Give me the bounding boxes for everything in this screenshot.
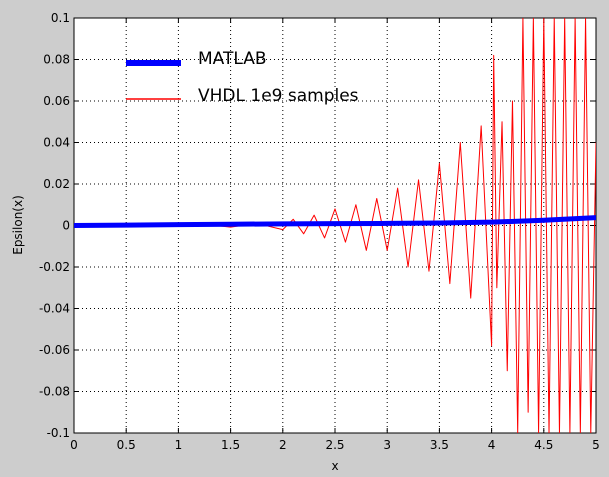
y-tick-label: 0.1 [51, 11, 70, 25]
x-tick-label: 1 [175, 438, 183, 452]
y-axis-label: Epsilon(x) [11, 195, 25, 255]
y-tick-label: -0.02 [39, 260, 70, 274]
x-tick-label: 4 [488, 438, 496, 452]
series-line-matlab [74, 215, 596, 228]
series-line-vhdl [74, 18, 596, 433]
x-tick-label: 4.5 [534, 438, 553, 452]
x-tick-label: 1.5 [221, 438, 240, 452]
y-tick-label: 0.02 [43, 177, 70, 191]
x-tick-label: 3 [383, 438, 391, 452]
x-tick-label: 2.5 [325, 438, 344, 452]
y-tick-label: -0.1 [47, 426, 70, 440]
x-tick-label: 0 [70, 438, 78, 452]
y-tick-label: -0.08 [39, 385, 70, 399]
y-tick-label: 0.08 [43, 53, 70, 67]
legend-label-vhdl: VHDL 1e9 samples [198, 86, 359, 106]
x-tick-label: 3.5 [430, 438, 449, 452]
y-tick-label: 0.06 [43, 94, 70, 108]
series-layer [74, 18, 596, 433]
legend: MATLAB VHDL 1e9 samples [126, 49, 359, 106]
x-tick-label: 0.5 [117, 438, 136, 452]
x-tick-label: 5 [592, 438, 600, 452]
y-tick-label: 0.04 [43, 136, 70, 150]
y-tick-label: -0.06 [39, 343, 70, 357]
x-tick-label: 2 [279, 438, 287, 452]
y-tick-label: 0 [62, 219, 70, 233]
legend-label-matlab: MATLAB [198, 49, 267, 69]
x-axis-label: x [331, 459, 338, 473]
y-tick-label: -0.04 [39, 302, 70, 316]
axis-ticks: 0 0.5 1 1.5 2 2.5 3 3.5 4 4.5 5 0.1 0.08 0.06 0.04 0.02… [39, 11, 600, 452]
